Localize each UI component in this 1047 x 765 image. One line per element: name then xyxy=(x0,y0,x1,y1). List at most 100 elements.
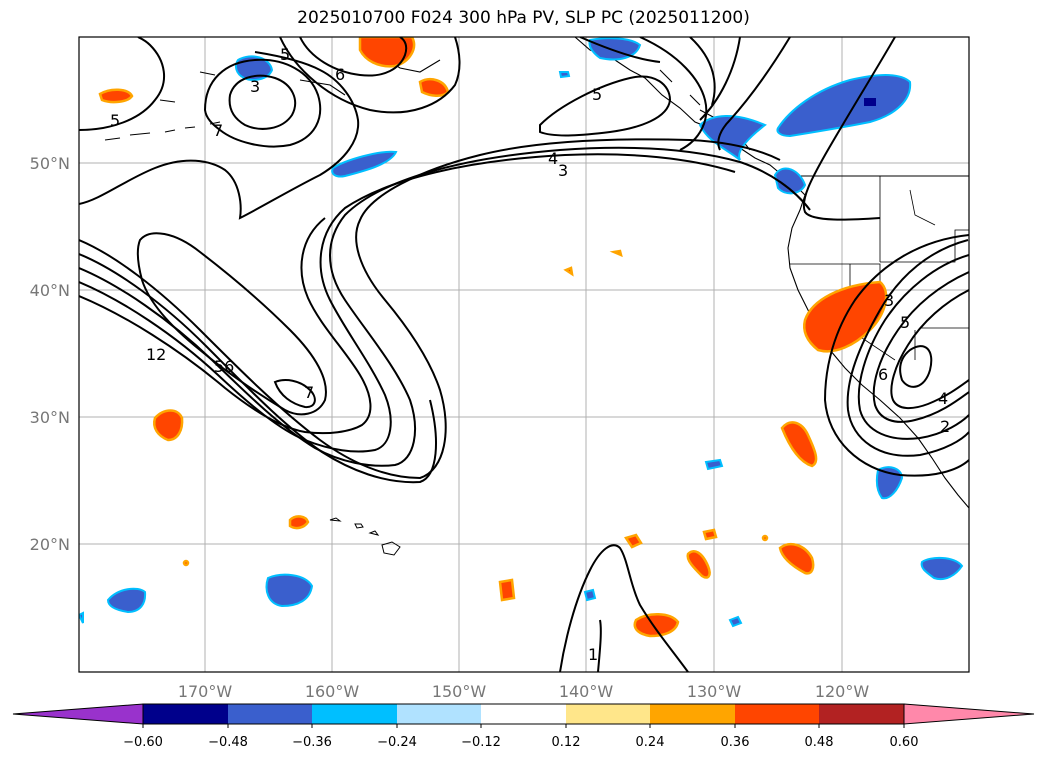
contour-label: 12 xyxy=(146,345,166,364)
colorbar-extend-high xyxy=(903,703,1035,725)
pv-blob xyxy=(563,266,574,277)
contour-label: 7 xyxy=(304,383,314,402)
pv-blob xyxy=(498,578,516,602)
pv-blob xyxy=(761,534,769,542)
contour-line xyxy=(597,619,602,672)
colorbar-tick-label: −0.36 xyxy=(292,735,332,750)
colorbar-segment xyxy=(735,704,819,724)
contour-line xyxy=(79,146,811,467)
pv-blob xyxy=(686,550,711,579)
contour-labels: 5 6 7 5 4 3 5 3 12 56 7 5 3 6 4 2 1 xyxy=(110,45,950,664)
lon-label-140w: 140°W xyxy=(559,682,614,701)
pv-blob xyxy=(778,542,815,575)
contour-line xyxy=(79,37,166,131)
contour-label: 5 xyxy=(592,85,602,104)
pv-blob xyxy=(698,115,767,161)
contour-line xyxy=(279,37,461,114)
colorbar-tick-label: 0.36 xyxy=(721,735,750,750)
contour-line xyxy=(689,37,716,106)
contour-line xyxy=(872,271,969,423)
pv-blob-dark xyxy=(864,98,876,106)
contour-label: 1 xyxy=(588,645,598,664)
pv-blob xyxy=(583,588,597,602)
contour-line xyxy=(699,37,741,121)
contour-line xyxy=(717,37,791,151)
colorbar-extend-low xyxy=(12,703,144,725)
colorbar-segment xyxy=(228,704,312,724)
colorbar-segment xyxy=(312,704,397,724)
colorbar-tick-label: −0.60 xyxy=(123,735,163,750)
pv-blob xyxy=(288,515,310,530)
contour-line xyxy=(79,217,372,435)
contour-label: 5 xyxy=(110,111,120,130)
colorbar-segment xyxy=(650,704,735,724)
colorbar-tick-label: 0.12 xyxy=(552,735,581,750)
slp-contours xyxy=(79,37,969,672)
colorbar-segment xyxy=(143,704,228,724)
pv-blob xyxy=(609,249,623,258)
contour-line xyxy=(79,138,781,480)
pv-blob xyxy=(79,611,84,624)
contour-line xyxy=(899,345,933,388)
contour-line xyxy=(79,153,736,453)
pv-blob xyxy=(773,167,807,195)
contour-label: 56 xyxy=(214,357,234,376)
alaska-coast xyxy=(159,54,441,103)
contour-label: 2 xyxy=(940,417,950,436)
contour-label: 4 xyxy=(548,149,558,168)
map-frame xyxy=(78,36,970,673)
longitude-labels: 170°W 160°W 150°W 140°W 130°W 120°W xyxy=(178,682,870,701)
contour-line xyxy=(846,239,969,457)
pv-blob xyxy=(98,88,134,104)
colorbar-outline xyxy=(142,703,905,725)
lat-label-30n: 30°N xyxy=(30,408,70,427)
lat-label-20n: 20°N xyxy=(30,535,70,554)
contour-line xyxy=(539,75,672,137)
contour-label: 5 xyxy=(900,313,910,332)
contour-line xyxy=(890,289,969,410)
colorbar-tick-label: 0.24 xyxy=(636,735,665,750)
pv-blob xyxy=(265,573,314,608)
pv-blob xyxy=(704,458,724,471)
contour-label: 6 xyxy=(335,65,345,84)
lat-label-40n: 40°N xyxy=(30,281,70,300)
lon-label-120w: 120°W xyxy=(815,682,870,701)
colorbar-tick-label: −0.12 xyxy=(461,735,501,750)
hawaii-islands xyxy=(329,517,401,556)
pv-blob xyxy=(182,559,190,567)
colorbar: −0.60 −0.48 −0.36 −0.24 −0.12 0.12 0.24 … xyxy=(12,703,1035,750)
colorbar-segment xyxy=(566,704,650,724)
pv-blob xyxy=(776,74,912,138)
pv-blob xyxy=(235,55,274,81)
contour-line xyxy=(559,544,689,672)
colorbar-tick-label: −0.48 xyxy=(208,735,248,750)
colorbar-segment xyxy=(397,704,481,724)
aleutians xyxy=(104,121,221,141)
pv-blob xyxy=(624,533,643,549)
colorbar-segment xyxy=(481,704,566,724)
lon-label-150w: 150°W xyxy=(432,682,487,701)
lat-label-50n: 50°N xyxy=(30,154,70,173)
contour-label: 3 xyxy=(558,161,568,180)
pv-blob xyxy=(358,37,416,68)
contour-line xyxy=(79,253,437,484)
pv-blob xyxy=(875,466,904,500)
lon-label-160w: 160°W xyxy=(305,682,360,701)
contour-label: 3 xyxy=(250,77,260,96)
latitude-labels: 50°N 40°N 30°N 20°N xyxy=(30,154,70,554)
colorbar-segment xyxy=(819,704,904,724)
contour-label: 3 xyxy=(884,291,894,310)
contour-line xyxy=(857,254,969,440)
colorbar-tick-label: 0.48 xyxy=(805,735,834,750)
contour-line xyxy=(203,58,322,148)
north-america-coast xyxy=(574,37,969,509)
pv-blob xyxy=(633,613,680,638)
contour-label: 6 xyxy=(878,365,888,384)
contour-line xyxy=(579,37,661,63)
pv-blob xyxy=(106,587,147,614)
contour-label: 4 xyxy=(938,389,948,408)
map-title: 2025010700 F024 300 hPa PV, SLP PC (2025… xyxy=(297,8,750,28)
contour-label: 5 xyxy=(280,45,290,64)
pv-blob xyxy=(331,150,398,178)
